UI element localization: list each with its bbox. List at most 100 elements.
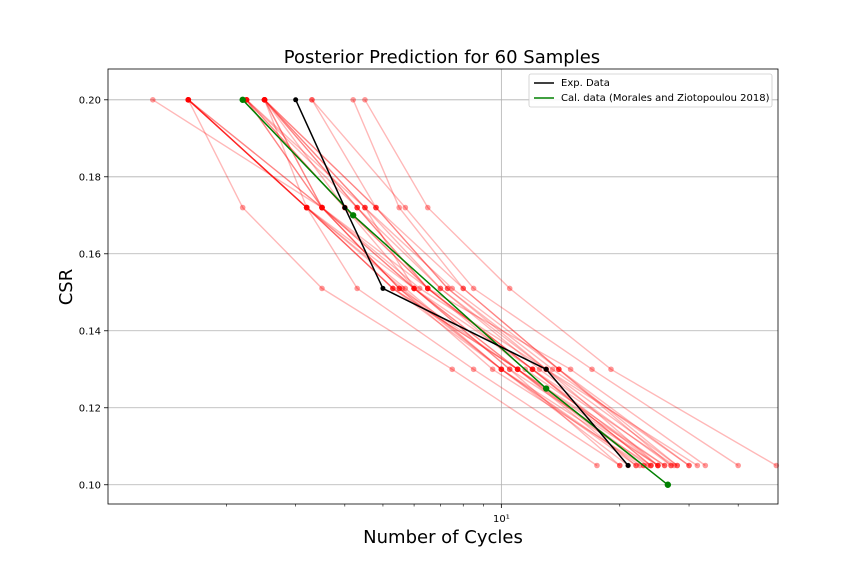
posterior-sample-point xyxy=(373,204,379,211)
posterior-sample-point xyxy=(411,285,417,292)
posterior-sample-point xyxy=(668,462,674,469)
posterior-sample-point xyxy=(424,285,431,292)
posterior-sample-point xyxy=(655,462,661,469)
posterior-sample-line xyxy=(264,99,690,467)
posterior-sample-point xyxy=(506,285,513,292)
posterior-sample-point xyxy=(529,366,536,373)
posterior-sample-point xyxy=(354,285,360,292)
posterior-sample-point xyxy=(261,96,268,103)
posterior-sample-point xyxy=(529,366,536,373)
posterior-sample-point xyxy=(354,204,360,211)
posterior-sample-line xyxy=(263,99,665,467)
posterior-sample-point xyxy=(470,366,477,373)
plot-frame xyxy=(107,68,779,505)
posterior-sample-point xyxy=(354,204,360,211)
posterior-sample-point xyxy=(616,462,623,469)
posterior-sample-point xyxy=(261,96,268,103)
posterior-sample-line xyxy=(245,99,644,467)
posterior-sample-line xyxy=(263,99,652,467)
posterior-sample-point xyxy=(444,285,451,292)
y-tick-label: 0.16 xyxy=(79,249,101,260)
posterior-sample-point xyxy=(185,96,192,103)
posterior-sample-point xyxy=(449,366,456,373)
data-layer xyxy=(150,96,780,488)
posterior-sample-point xyxy=(399,285,406,292)
posterior-sample-point xyxy=(470,285,477,292)
posterior-sample-point xyxy=(506,366,513,373)
posterior-sample-point xyxy=(185,96,192,103)
posterior-sample-point xyxy=(362,204,368,211)
posterior-sample-point xyxy=(655,462,661,469)
posterior-sample-point xyxy=(303,204,310,211)
posterior-sample-point xyxy=(350,96,356,103)
posterior-sample-point xyxy=(674,462,681,469)
posterior-sample-line xyxy=(263,99,659,467)
posterior-sample-point xyxy=(424,285,431,292)
posterior-sample-point xyxy=(514,366,521,373)
posterior-sample-point xyxy=(686,462,692,469)
posterior-sample-point xyxy=(686,462,692,469)
posterior-sample-point xyxy=(648,462,654,469)
posterior-sample-point xyxy=(319,204,325,211)
posterior-sample-point xyxy=(556,366,562,373)
posterior-sample-point xyxy=(489,366,496,373)
posterior-sample-line xyxy=(187,99,645,467)
posterior-sample-point xyxy=(460,285,467,292)
posterior-sample-point xyxy=(303,204,310,211)
x-tick-label: 10¹ xyxy=(493,514,510,525)
posterior-sample-point xyxy=(514,366,521,373)
posterior-sample-point xyxy=(460,285,467,292)
posterior-sample-line xyxy=(263,99,648,467)
posterior-sample-line xyxy=(352,99,690,467)
posterior-sample-point xyxy=(261,96,268,103)
y-axis-label: CSR xyxy=(56,269,77,306)
posterior-sample-point xyxy=(567,366,574,373)
posterior-sample-line xyxy=(187,99,629,467)
posterior-sample-point xyxy=(661,462,668,469)
posterior-sample-point xyxy=(529,366,536,373)
posterior-sample-point xyxy=(185,96,192,103)
posterior-sample-point xyxy=(390,285,396,292)
posterior-sample-point xyxy=(319,204,325,211)
posterior-sample-point xyxy=(396,285,403,292)
posterior-sample-point xyxy=(185,96,192,103)
posterior-sample-point xyxy=(261,96,268,103)
posterior-sample-point xyxy=(261,96,268,103)
posterior-sample-point xyxy=(424,285,431,292)
posterior-sample-point xyxy=(396,204,403,211)
posterior-sample-point xyxy=(261,96,268,103)
posterior-sample-point xyxy=(411,285,417,292)
posterior-sample-point xyxy=(498,366,505,373)
posterior-sample-point xyxy=(303,204,310,211)
posterior-sample-point xyxy=(437,285,444,292)
posterior-sample-point xyxy=(702,462,709,469)
posterior-sample-point xyxy=(655,462,661,469)
y-tick-label: 0.12 xyxy=(79,403,101,414)
posterior-sample-point xyxy=(536,366,543,373)
y-tick-label: 0.14 xyxy=(79,326,101,337)
posterior-sample-point xyxy=(498,366,505,373)
posterior-sample-point xyxy=(661,462,668,469)
posterior-sample-point xyxy=(424,285,431,292)
posterior-sample-point xyxy=(319,204,325,211)
posterior-sample-point xyxy=(655,462,661,469)
cal-data-point xyxy=(664,481,672,488)
posterior-sample-point xyxy=(589,366,595,373)
posterior-sample-point xyxy=(411,285,417,292)
posterior-sample-point xyxy=(616,462,623,469)
posterior-sample-point xyxy=(514,366,521,373)
posterior-sample-point xyxy=(444,285,451,292)
axis-ticks: 0.10 0.12 0.14 0.16 0.18 0.20 10¹ xyxy=(79,95,739,525)
posterior-sample-point xyxy=(354,204,360,211)
posterior-sample-point xyxy=(735,462,741,469)
posterior-sample-line xyxy=(263,99,672,467)
posterior-sample-point xyxy=(498,366,505,373)
posterior-sample-point xyxy=(362,96,368,103)
posterior-sample-point xyxy=(648,462,654,469)
posterior-sample-point xyxy=(261,96,268,103)
posterior-sample-point xyxy=(671,462,677,469)
posterior-sample-point xyxy=(319,204,325,211)
posterior-sample-line xyxy=(246,99,678,467)
exp-data-point xyxy=(543,366,549,372)
